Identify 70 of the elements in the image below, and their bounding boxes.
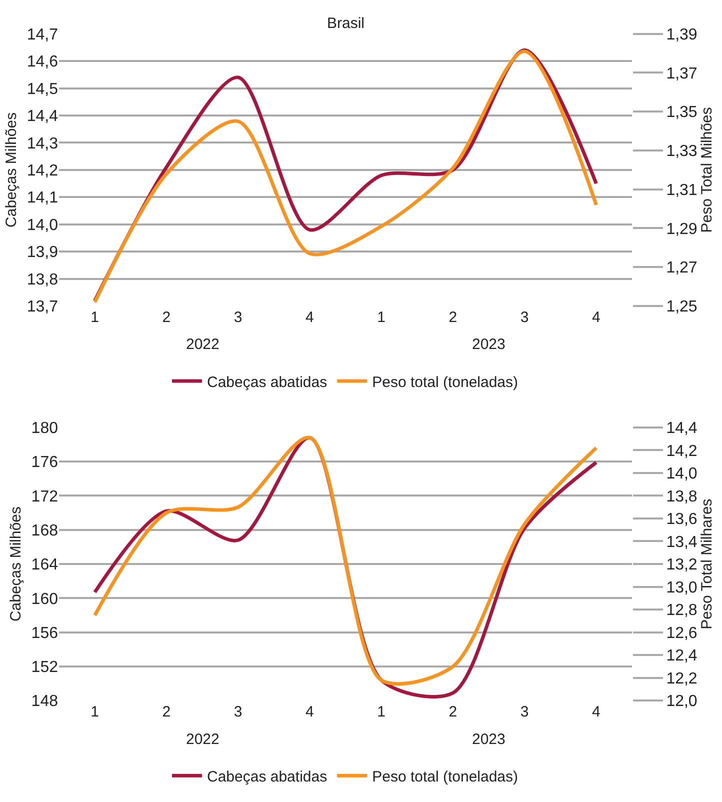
x-tick-label: 2 [448,309,458,326]
y2-tick-label: 1,33 [666,143,698,160]
y-tick-label: 14,0 [26,216,58,234]
x-tick-label: 2 [162,309,171,326]
legend-label: Cabeças abatidas [207,374,328,391]
chart-title: Brasil [327,15,365,32]
text: 2022 [186,731,220,748]
x-tick-label: 2 [162,704,171,721]
y-axis-title: Cabeças Milhões [3,112,20,228]
x-tick-label: 1 [377,704,386,721]
x-tick-label: 2 [448,704,458,721]
y2-tick-label: 13,0 [666,579,698,596]
text: 2023 [472,731,506,748]
legend-label: Peso total (toneladas) [372,374,518,391]
y-tick-label: 14,4 [26,108,58,126]
y2-tick-label: 13,6 [666,511,698,528]
x-tick-label: 1 [90,704,99,721]
y2-tick-label: 12,2 [666,670,698,688]
y2-tick-label: 14,0 [666,466,698,483]
x-tick-label: 1 [90,309,99,326]
x-tick-label: 4 [592,704,600,721]
y2-tick-label: 13,8 [666,488,698,506]
x-tick-label: 3 [520,309,529,326]
x-tick-label: 1 [377,309,386,326]
y-tick-label: 168 [31,522,58,540]
y2-tick-label: 13,2 [666,556,698,574]
y-tick-label: 13,8 [26,271,58,288]
y2-tick-label: 1,39 [666,26,698,44]
y2-tick-label: 13,4 [666,534,698,551]
y2-tick-label: 14,2 [666,442,698,460]
y2-axis-title: Peso Total Milhões [698,107,716,233]
y-tick-label: 14,5 [26,80,58,98]
x-tick-label: 3 [234,704,242,721]
y2-tick-label: 1,25 [666,298,698,316]
y-axis-title: Cabeças Milhões [8,506,25,622]
y2-tick-label: 12,0 [666,693,698,710]
y-tick-label: 14,7 [26,26,58,44]
y-tick-label: 14,3 [26,135,58,152]
y2-tick-label: 1,37 [666,65,698,82]
x-tick-label: 4 [592,309,600,326]
y2-tick-label: 12,4 [666,648,698,665]
y2-tick-label: 1,27 [666,260,698,277]
y-tick-label: 156 [31,624,58,642]
y2-tick-label: 1,31 [666,182,698,199]
y-tick-label: 14,2 [26,162,58,180]
y-tick-label: 148 [31,693,58,710]
text: 2022 [186,336,220,353]
y2-tick-label: 14,4 [666,420,698,438]
y-tick-label: 14,6 [26,54,58,71]
legend-label: Cabeças abatidas [207,768,328,786]
y-tick-label: 172 [31,488,58,506]
y-tick-label: 176 [31,454,58,472]
y2-tick-label: 12,6 [666,624,698,642]
y2-tick-label: 1,35 [666,104,698,122]
y-tick-label: 14,1 [26,190,58,207]
y-tick-label: 164 [31,556,58,574]
y-tick-label: 13,7 [26,298,58,316]
y-tick-label: 160 [31,590,58,608]
x-tick-label: 3 [234,309,242,326]
text: 2023 [472,336,506,353]
x-tick-label: 3 [520,704,529,721]
y-tick-label: 152 [31,659,58,676]
x-tick-label: 4 [306,309,314,326]
legend-label: Peso total (toneladas) [372,768,518,786]
y2-tick-label: 1,29 [666,220,698,238]
y2-tick-label: 12,8 [666,602,698,620]
x-tick-label: 4 [306,704,314,721]
y-tick-label: 180 [31,420,58,438]
y2-axis-title: Peso Total Milhares [698,498,716,630]
y-tick-label: 13,9 [26,244,58,262]
